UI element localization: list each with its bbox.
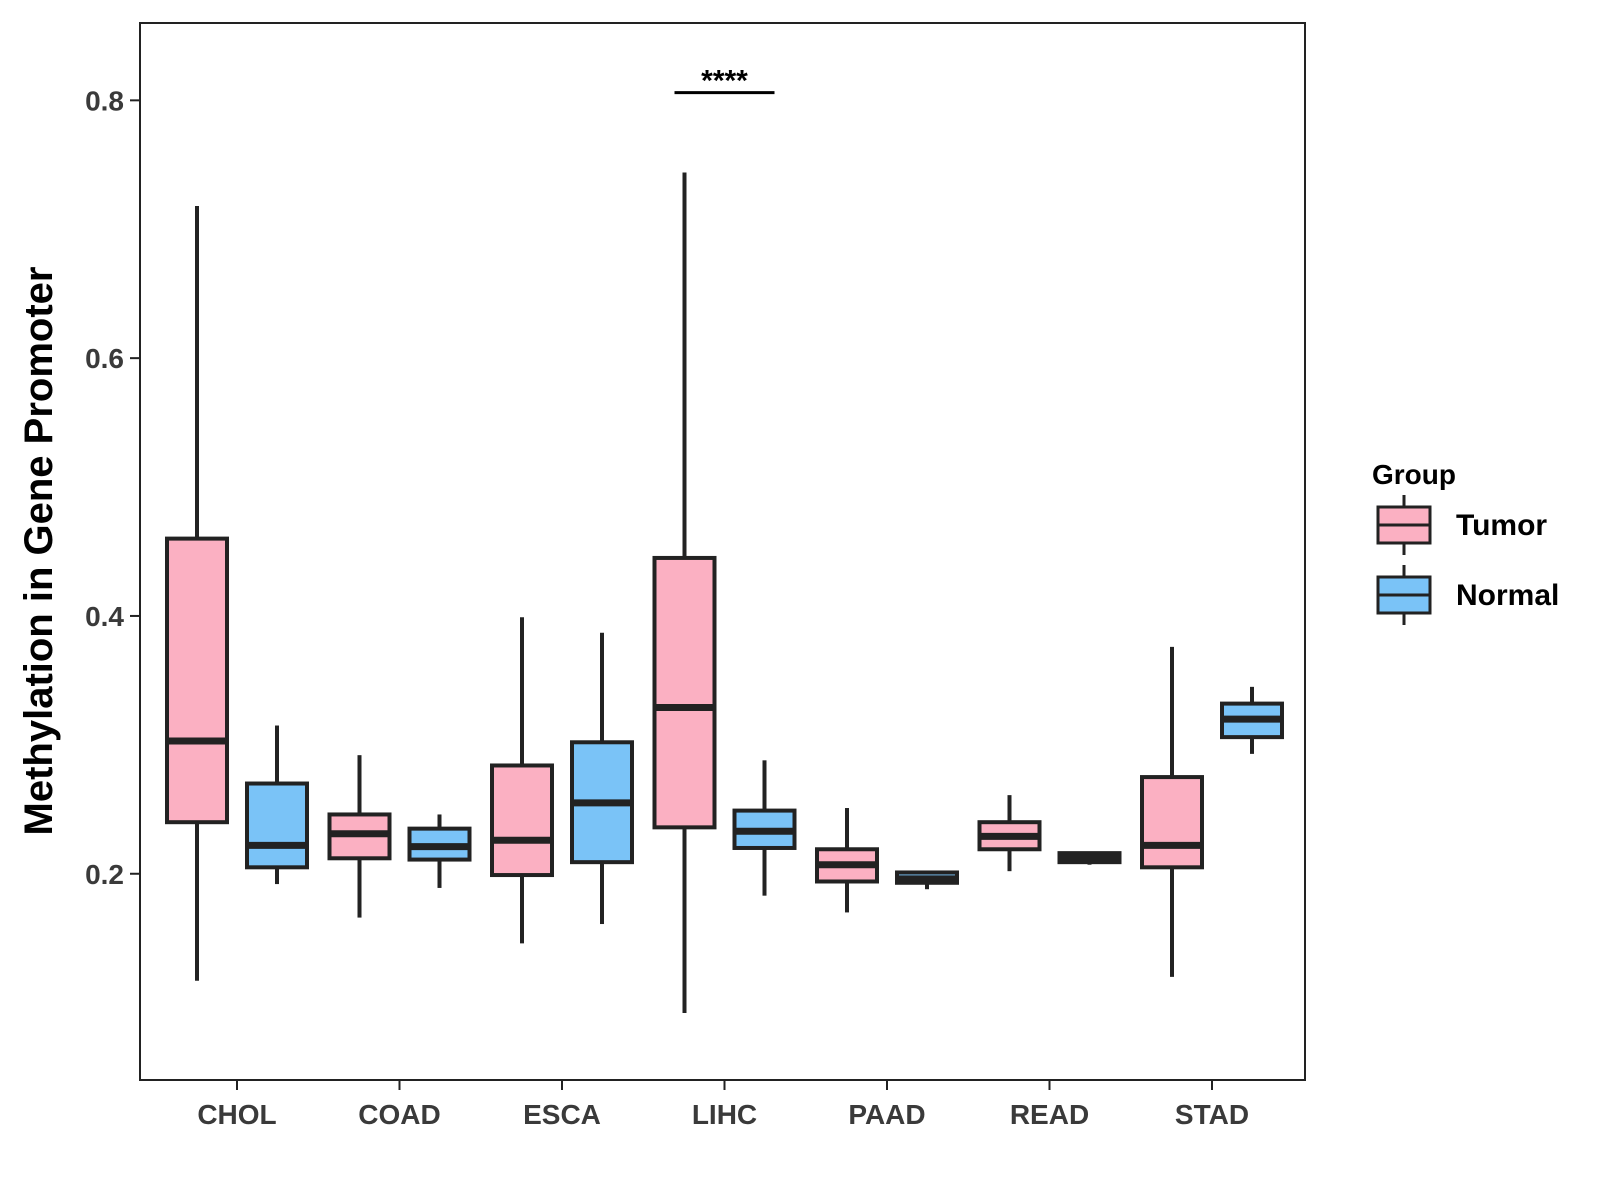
legend-title: Group — [1372, 459, 1456, 490]
y-axis-title: Methylation in Gene Promoter — [17, 267, 61, 836]
box-iqr — [245, 781, 309, 870]
significance-annotation: **** — [674, 65, 775, 98]
box-iqr — [1140, 775, 1204, 870]
box-tumor-lihc — [652, 172, 717, 1013]
y-tick-label: 0.2 — [85, 859, 124, 890]
box-tumor-coad — [327, 755, 392, 918]
x-tick-label: STAD — [1175, 1099, 1249, 1130]
box-iqr — [652, 555, 717, 830]
legend-label: Normal — [1456, 579, 1559, 612]
x-axis: CHOL COAD ESCA LIHC PAAD READ STAD — [197, 1080, 1249, 1130]
x-tick-label: CHOL — [197, 1099, 276, 1130]
x-tick-label: PAAD — [848, 1099, 925, 1130]
box-iqr — [490, 763, 554, 878]
boxes-layer — [165, 172, 1284, 1013]
box-tumor-chol — [165, 206, 229, 981]
legend-entries: Tumor Normal — [1376, 495, 1559, 625]
box-normal-coad — [407, 814, 472, 888]
x-tick-label: READ — [1010, 1099, 1089, 1130]
y-tick-label: 0.6 — [85, 343, 124, 374]
box-tumor-paad — [815, 808, 879, 913]
box-normal-chol — [245, 725, 309, 885]
x-tick-label: COAD — [358, 1099, 440, 1130]
box-normal-stad — [1220, 686, 1284, 754]
box-normal-lihc — [732, 760, 797, 896]
box-tumor-esca — [490, 617, 554, 944]
y-axis: 0.2 0.4 0.6 0.8 — [85, 85, 140, 890]
significance-label: **** — [701, 65, 748, 98]
y-tick-label: 0.8 — [85, 85, 124, 116]
legend-entry-normal: Normal — [1376, 565, 1559, 625]
legend-entry-tumor: Tumor — [1376, 495, 1547, 555]
box-normal-read — [1057, 851, 1122, 865]
x-tick-label: LIHC — [692, 1099, 757, 1130]
box-normal-esca — [570, 632, 634, 925]
box-tumor-stad — [1140, 646, 1204, 977]
legend: Group Tumor Normal — [1372, 459, 1559, 625]
box-iqr — [165, 536, 229, 825]
plot-panel — [139, 22, 1306, 1081]
x-tick-label: ESCA — [523, 1099, 601, 1130]
y-tick-label: 0.4 — [85, 601, 124, 632]
box-tumor-read — [977, 795, 1042, 872]
legend-label: Tumor — [1456, 509, 1547, 542]
box-normal-paad — [895, 870, 959, 890]
